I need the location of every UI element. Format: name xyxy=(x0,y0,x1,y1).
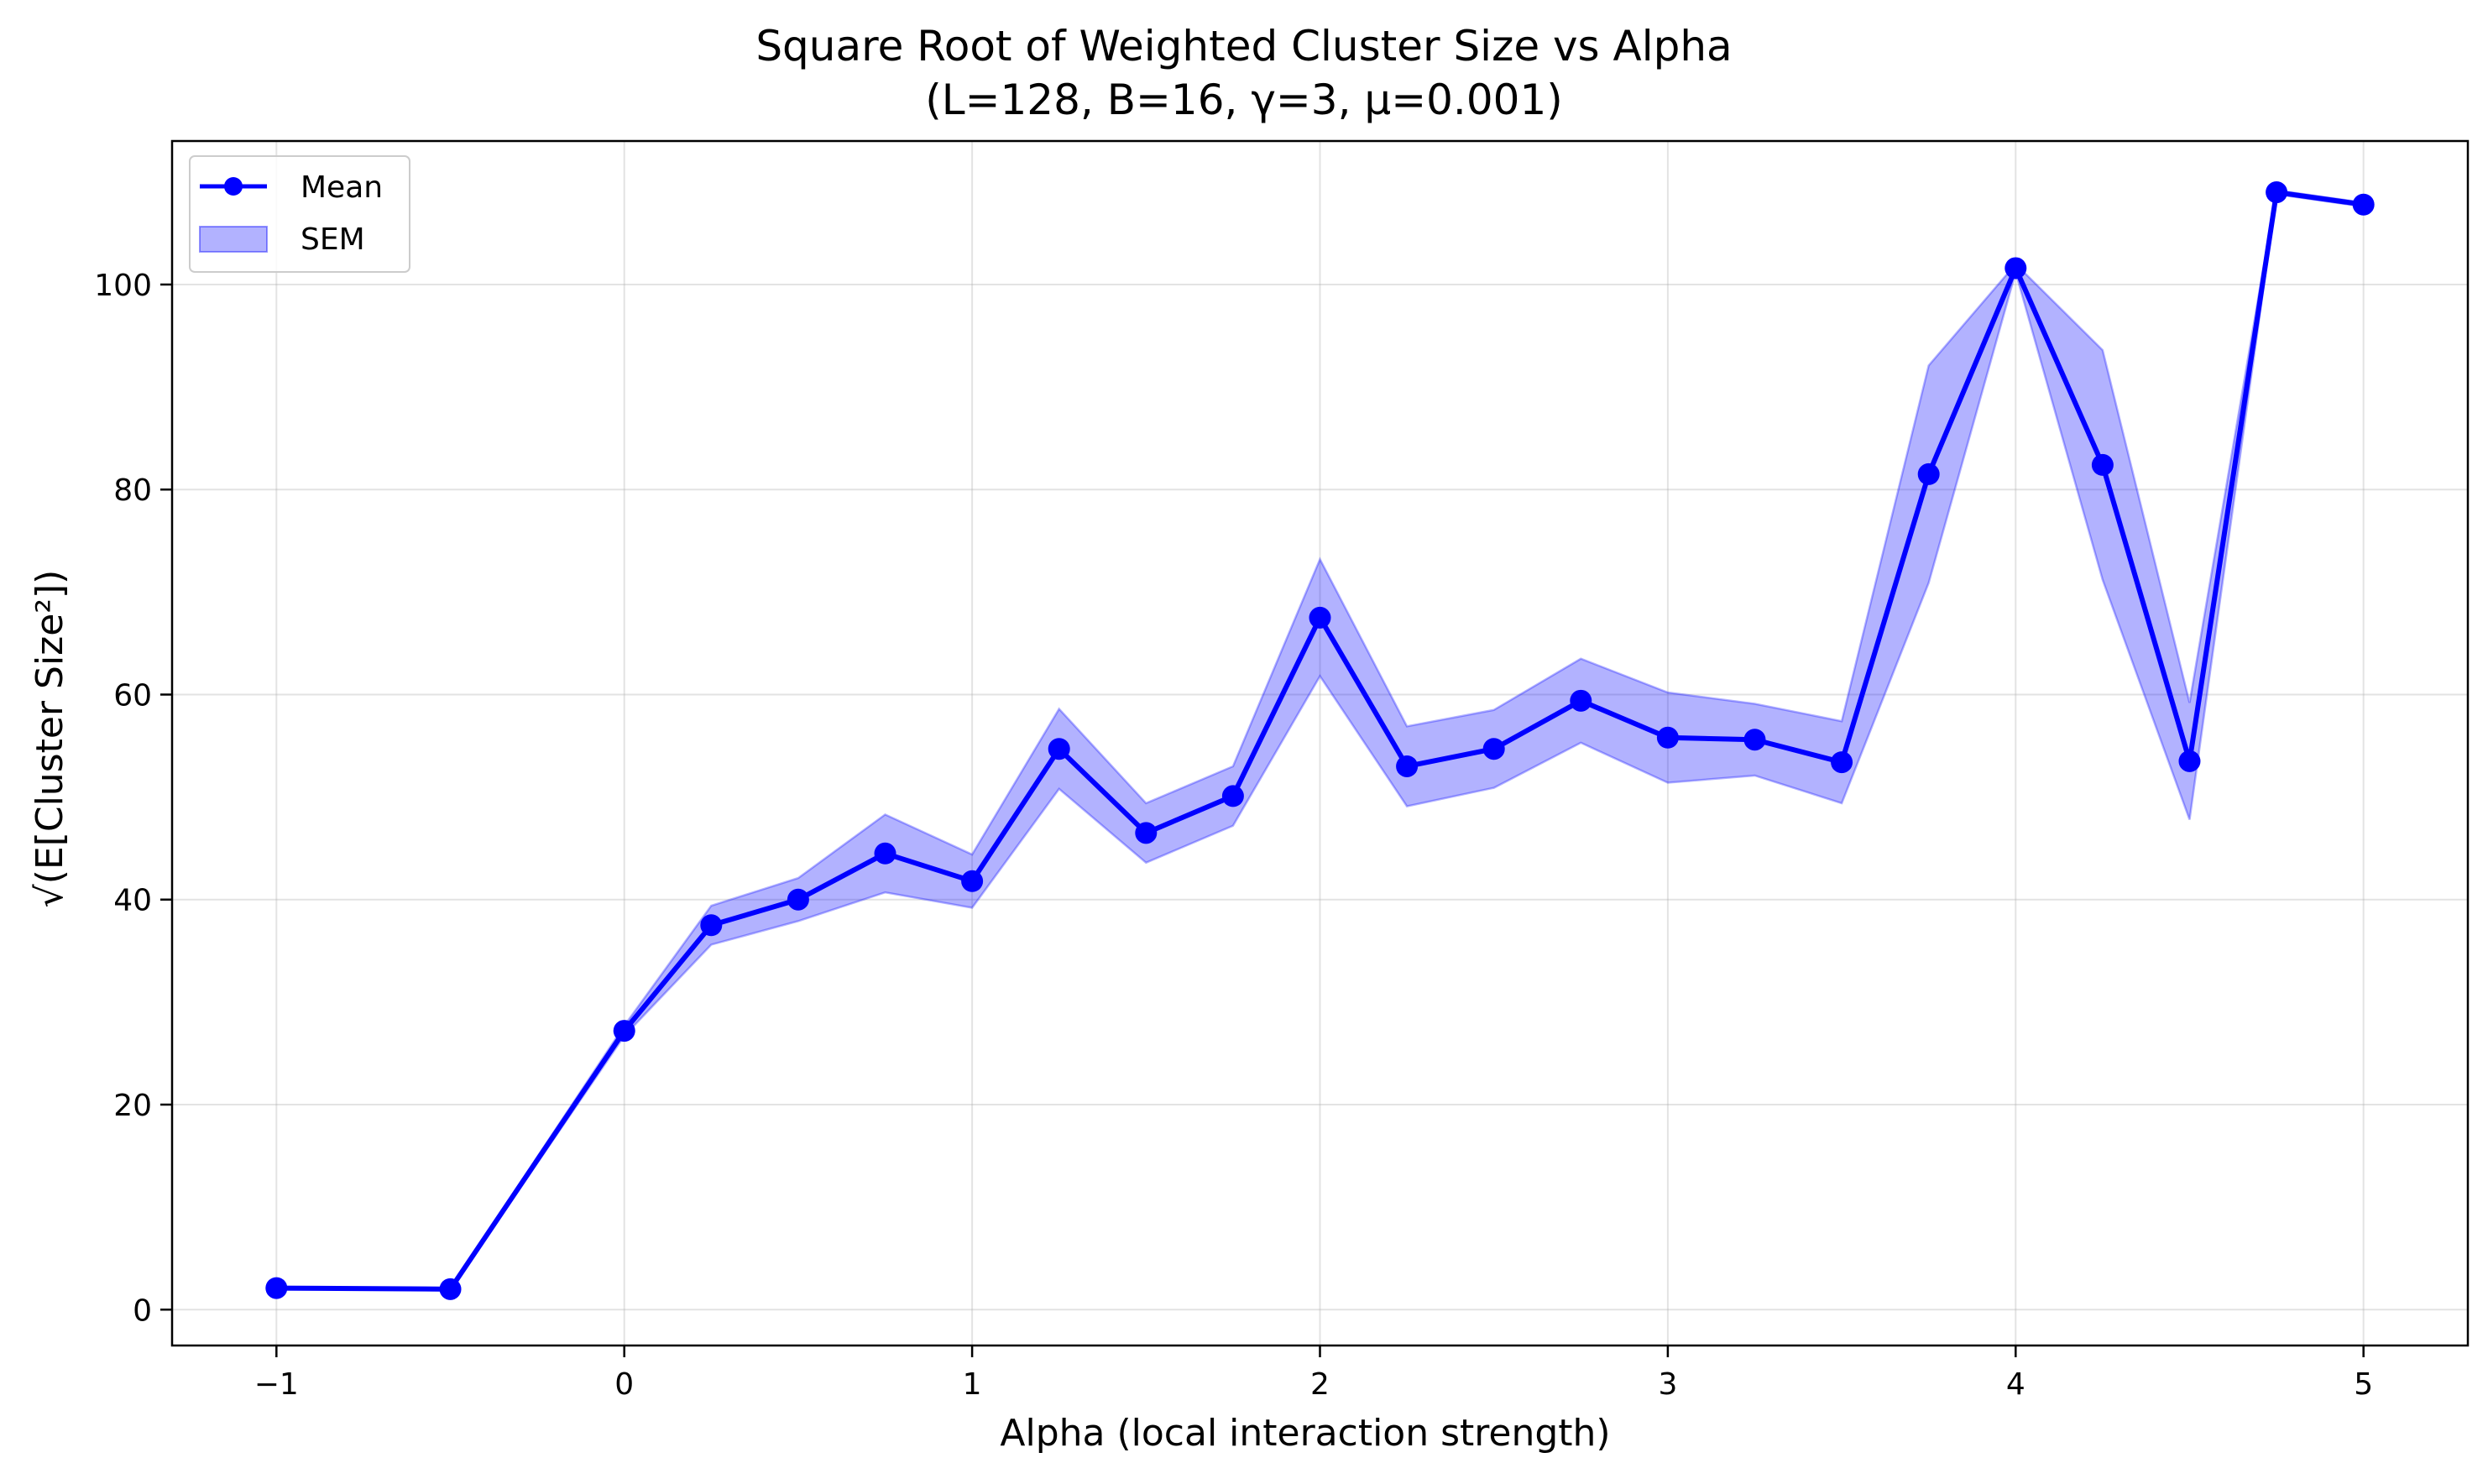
mean-point xyxy=(1396,755,1419,777)
mean-point xyxy=(1135,822,1158,844)
mean-point xyxy=(1221,785,1244,807)
y-tick-label: 40 xyxy=(113,884,152,918)
y-tick-label: 80 xyxy=(113,473,152,508)
y-tick-label: 0 xyxy=(133,1293,152,1328)
mean-marker-layer xyxy=(265,181,2375,1300)
legend-sem-label: SEM xyxy=(301,222,365,257)
mean-point xyxy=(1743,729,1766,751)
legend-sem-patch xyxy=(199,226,268,253)
mean-point xyxy=(787,888,809,911)
mean-point xyxy=(1656,726,1679,749)
mean-point xyxy=(1482,738,1505,760)
mean-point xyxy=(1917,462,1940,485)
y-axis-ticks: 0 20 40 60 80 100 xyxy=(94,269,172,1328)
mean-point xyxy=(2352,193,2375,216)
mean-point xyxy=(961,870,984,892)
mean-point xyxy=(613,1020,635,1042)
mean-point xyxy=(2091,453,2114,476)
x-tick-label: 0 xyxy=(614,1367,634,1402)
chart-title: Square Root of Weighted Cluster Size vs … xyxy=(755,22,1732,71)
legend-mean-label: Mean xyxy=(301,170,383,205)
y-tick-label: 20 xyxy=(113,1089,152,1123)
mean-point xyxy=(439,1278,462,1300)
legend-mean-marker xyxy=(224,177,243,196)
mean-point xyxy=(1831,751,1853,774)
chart-subtitle: (L=128, B=16, γ=3, μ=0.001) xyxy=(925,76,1563,124)
mean-point xyxy=(700,914,723,937)
x-axis-ticks: −1 0 1 2 3 4 5 xyxy=(254,1346,2373,1402)
grid-lines xyxy=(172,141,2468,1346)
x-tick-label: 3 xyxy=(1658,1367,1677,1402)
mean-point xyxy=(265,1277,288,1299)
mean-point xyxy=(2005,257,2027,280)
x-tick-label: −1 xyxy=(254,1367,299,1402)
y-tick-label: 60 xyxy=(113,678,152,713)
mean-point xyxy=(874,842,896,865)
mean-point xyxy=(1048,738,1070,760)
y-axis-label: √(E[Cluster Size²]) xyxy=(29,570,71,908)
x-axis-label: Alpha (local interaction strength) xyxy=(1000,1412,1610,1455)
y-tick-label: 100 xyxy=(94,269,152,303)
legend: Mean SEM xyxy=(189,155,410,273)
x-tick-label: 1 xyxy=(963,1367,982,1402)
x-tick-label: 4 xyxy=(2006,1367,2025,1402)
mean-point xyxy=(2178,750,2201,772)
x-tick-label: 5 xyxy=(2354,1367,2373,1402)
mean-point xyxy=(1309,606,1331,629)
mean-point xyxy=(1570,689,1592,712)
x-tick-label: 2 xyxy=(1310,1367,1330,1402)
mean-point xyxy=(2266,181,2288,204)
